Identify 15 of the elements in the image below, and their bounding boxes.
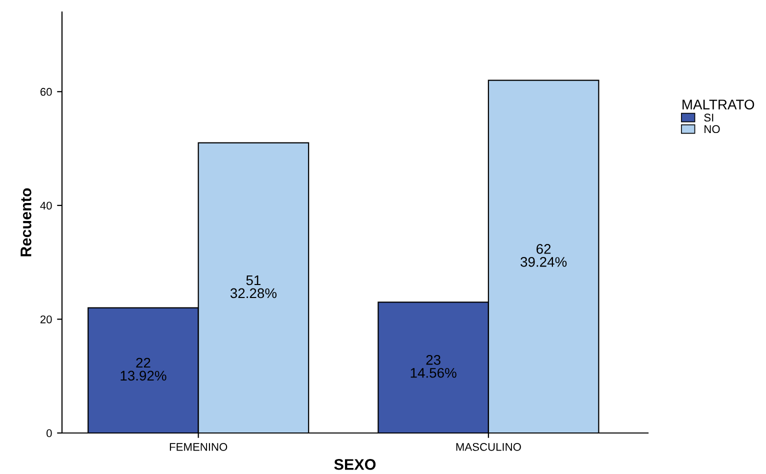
y-tick-label: 0 <box>46 429 52 438</box>
x-tick-label: FEMENINO <box>170 443 228 451</box>
y-tick-label: 20 <box>40 315 52 324</box>
x-tick-label: MASCULINO <box>456 443 521 451</box>
data-label: 22 13.92% <box>120 358 166 381</box>
legend-label: NO <box>704 125 720 134</box>
x-axis-title: SEXO <box>334 459 376 470</box>
data-label: 51 32.28% <box>230 275 277 298</box>
data-label: 62 39.24% <box>520 244 567 267</box>
legend-label: SI <box>704 114 714 122</box>
legend-title: MALTRATO <box>682 100 754 110</box>
y-tick-label: 40 <box>40 202 52 210</box>
data-label: 23 14.56% <box>410 354 456 378</box>
y-tick-label: 60 <box>40 88 52 96</box>
y-axis-title: Recuento <box>20 188 32 256</box>
